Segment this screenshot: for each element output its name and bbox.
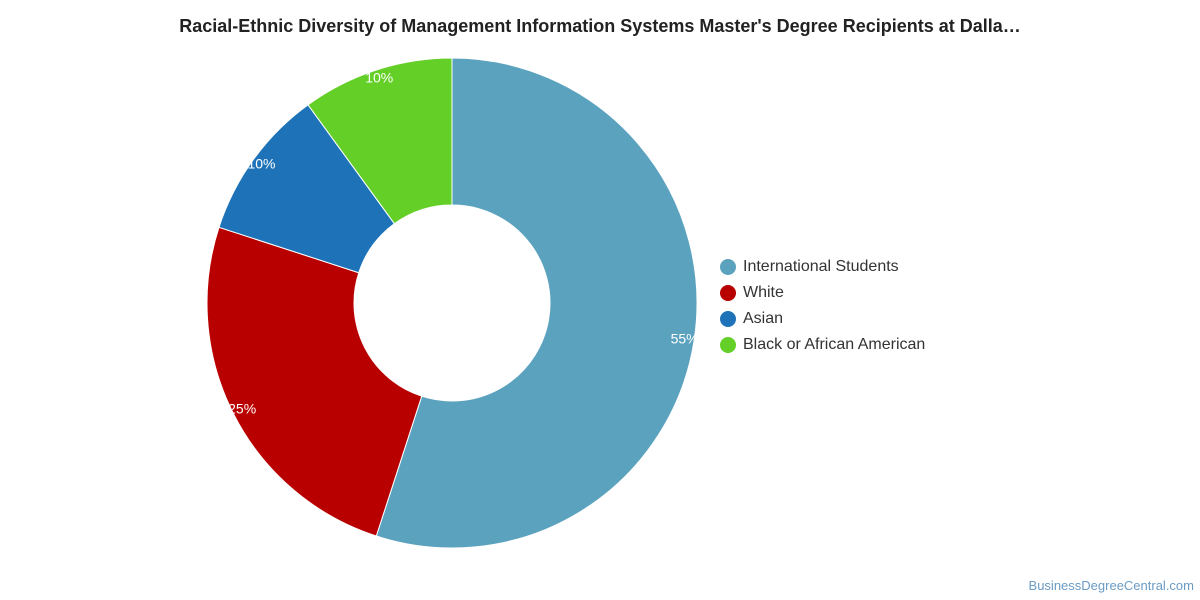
donut-slice-international-students[interactable] [375,57,698,549]
donut-slice-white[interactable] [206,226,423,537]
chart-title: Racial-Ethnic Diversity of Management In… [179,16,1021,36]
data-label: 25% [228,401,256,417]
legend-item[interactable]: Black or African American [720,332,925,358]
chart-legend: International Students White Asian Black or… [720,254,925,358]
legend-label: International Students [743,258,899,275]
legend-swatch [720,285,736,301]
data-label: 10% [247,155,275,171]
legend-label: Asian [743,310,784,327]
legend-swatch [720,259,736,275]
legend-item[interactable]: White [720,280,925,306]
source-watermark[interactable]: BusinessDegreeCentral.com [1028,578,1194,593]
data-label: 55% [671,331,699,347]
legend-label: White [743,284,784,301]
donut-slice-black-or-african-american[interactable] [307,57,453,225]
legend-item[interactable]: International Students [720,254,925,280]
legend-label: Black or African American [743,336,926,353]
legend-swatch [720,311,736,327]
legend-swatch [720,337,736,353]
data-label: 10% [365,70,393,86]
legend-item[interactable]: Asian [720,306,925,332]
